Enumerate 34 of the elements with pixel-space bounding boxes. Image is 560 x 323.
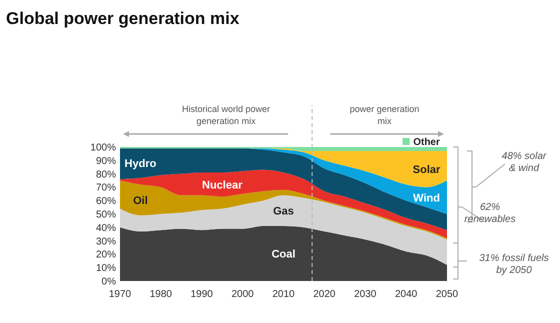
y-tick-label: 70%	[96, 182, 116, 194]
x-tick-label: 2040	[395, 289, 418, 300]
x-tick-label: 2000	[232, 289, 254, 300]
x-tick-label: 1990	[190, 289, 214, 300]
text: 31% fossil fuels by 2050	[479, 253, 549, 276]
chart-title: Global power generation mix	[6, 9, 240, 28]
x-tick-label: 2030	[354, 289, 377, 300]
y-tick-label: 40%	[96, 222, 116, 234]
series-label: Oil	[133, 194, 148, 207]
series-label: Wind	[413, 192, 440, 204]
series-label: Gas	[273, 206, 294, 218]
text: Historical world power generation mix	[182, 104, 270, 126]
series-label: Solar	[412, 164, 442, 176]
y-tick-label: 100%	[90, 142, 116, 154]
legend-label: Other	[413, 137, 440, 148]
series-label: Hydro	[124, 158, 157, 170]
y-tick-label: 20%	[96, 250, 116, 261]
y-tick-label: 10%	[96, 263, 116, 274]
y-tick-label: 60%	[96, 196, 116, 208]
text: 48% solar & wind	[502, 151, 547, 174]
series-label: Coal	[272, 248, 296, 261]
x-tick-label: 1970	[108, 289, 132, 300]
x-tick-label: 2020	[313, 289, 336, 300]
text: power generation mix	[350, 104, 420, 126]
x-tick-label: 1980	[150, 289, 172, 300]
y-tick-label: 0%	[102, 276, 116, 288]
x-tick-label: 2050	[436, 289, 459, 300]
x-tick-label: 2010	[272, 289, 296, 300]
series-label: Nuclear	[202, 180, 244, 192]
y-tick-label: 80%	[96, 169, 116, 180]
y-tick-label: 90%	[96, 156, 116, 167]
y-tick-label: 30%	[96, 236, 116, 248]
y-tick-label: 50%	[96, 210, 116, 220]
text: 62% renewables	[464, 202, 516, 225]
